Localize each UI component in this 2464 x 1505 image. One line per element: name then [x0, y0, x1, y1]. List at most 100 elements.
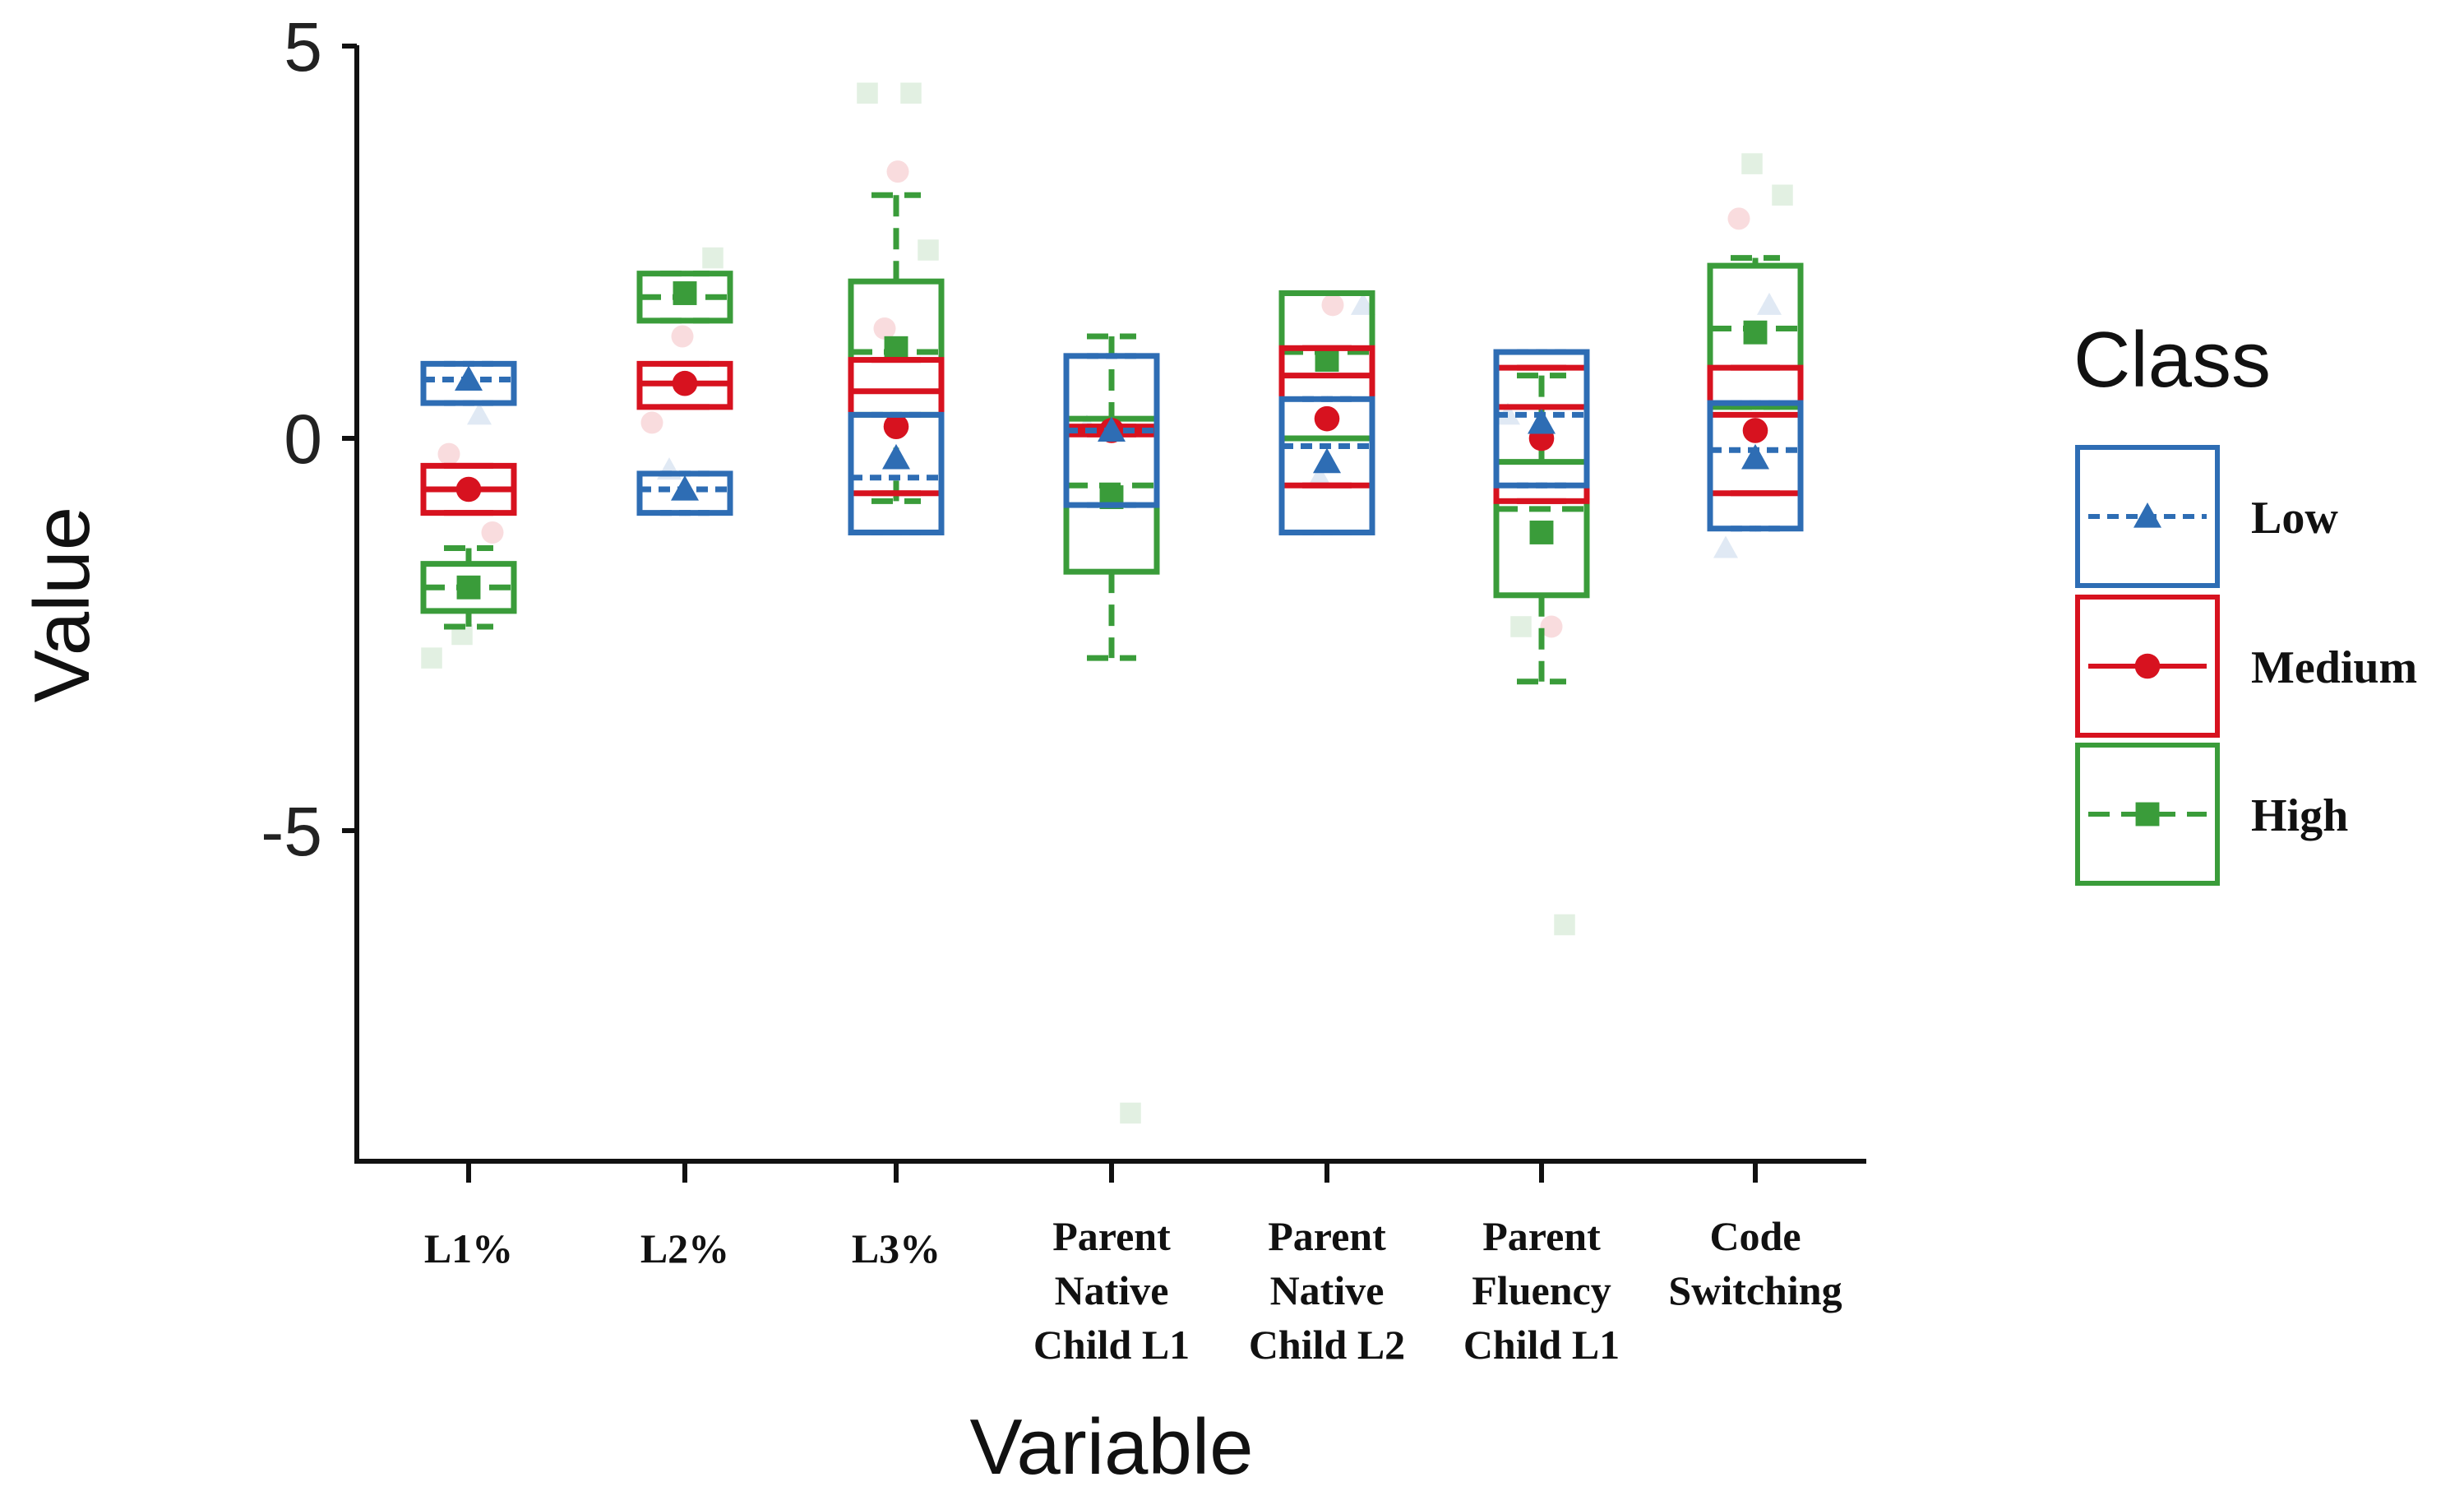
data-point: [900, 82, 922, 104]
legend: Class Low Medium High: [2073, 316, 2417, 886]
x-tick-label-line: Code: [1709, 1213, 1801, 1259]
box-medium: [420, 462, 517, 516]
mean-marker: [673, 281, 697, 305]
legend-title: Class: [2073, 316, 2271, 404]
box-medium: [1707, 364, 1804, 497]
y-tick-label: -5: [261, 793, 322, 870]
data-point: [1540, 615, 1563, 638]
mean-marker: [671, 475, 699, 501]
x-tick-label-line: Child L1: [1463, 1322, 1620, 1368]
jitter-points: [421, 82, 1793, 1124]
mean-marker: [456, 575, 481, 600]
x-tick-label-line: L2%: [640, 1225, 729, 1271]
data-point: [437, 442, 460, 465]
mean-marker: [1741, 443, 1769, 470]
data-point: [1741, 153, 1763, 174]
data-point: [421, 647, 442, 669]
legend-label: High: [2251, 790, 2348, 841]
x-tick-label: Parent Native Child L2: [1249, 1213, 1405, 1368]
axis-ticks: 5 0 -5 L1% L2% L3% Parent Native Child L1 Parent N…: [261, 8, 1842, 1368]
mean-marker: [1743, 320, 1768, 345]
x-tick-label: Code Switching: [1668, 1213, 1842, 1313]
box-body: [1707, 400, 1804, 532]
y-axis-title: Value: [18, 507, 106, 702]
data-point: [1510, 616, 1532, 637]
axes: Variable Value: [18, 45, 1866, 1491]
box-low: [1278, 396, 1375, 535]
box-body: [636, 470, 733, 516]
mean-marker: [1098, 416, 1126, 442]
box-high: [420, 545, 517, 630]
mean-marker: [882, 443, 910, 470]
box-body: [1493, 459, 1590, 599]
data-point: [1120, 1102, 1141, 1124]
data-point: [1321, 294, 1344, 317]
box-body: [848, 411, 945, 535]
data-point: [857, 82, 878, 104]
data-point: [640, 411, 663, 434]
x-tick-label: Parent Fluency Child L1: [1463, 1213, 1620, 1368]
data-point: [918, 239, 939, 261]
legend-marker: [2135, 802, 2160, 827]
data-point: [1772, 184, 1793, 206]
x-tick-label-line: L1%: [424, 1225, 513, 1271]
mean-marker: [455, 476, 482, 502]
box-medium: [1278, 345, 1375, 489]
mean-marker: [455, 365, 483, 391]
legend-key-low: [2075, 445, 2220, 588]
legend-label: Medium: [2251, 642, 2417, 693]
y-tick-label: 0: [284, 401, 322, 478]
data-point: [702, 247, 723, 269]
mean-marker: [1313, 447, 1341, 474]
box-high: [1707, 255, 1804, 410]
box-body: [1707, 262, 1804, 410]
data-point: [1307, 465, 1332, 488]
x-tick-label-line: L3%: [852, 1225, 941, 1271]
legend-marker: [2133, 502, 2161, 528]
box-medium: [636, 360, 733, 410]
box-low: [1493, 349, 1590, 489]
x-tick-label-line: Parent: [1052, 1213, 1171, 1259]
x-tick-label: L1%: [424, 1225, 513, 1271]
mean-marker: [1315, 348, 1339, 373]
data-point: [671, 325, 694, 348]
x-tick-label-line: Parent: [1482, 1213, 1601, 1259]
mean-marker: [672, 370, 698, 396]
box-low: [1707, 400, 1804, 532]
mean-marker: [883, 414, 909, 439]
data-point: [873, 317, 896, 340]
y-tick-label: 5: [284, 8, 322, 86]
box-low: [848, 411, 945, 535]
x-tick-label-line: Child L1: [1033, 1322, 1190, 1368]
x-tick-label-line: Native: [1055, 1267, 1169, 1313]
mean-marker: [1529, 521, 1554, 544]
data-point: [1727, 207, 1750, 230]
box-body: [1278, 396, 1375, 535]
mean-marker: [1528, 408, 1556, 434]
legend-marker: [2134, 653, 2161, 679]
box-low: [1063, 353, 1160, 508]
box-plots: [420, 192, 1804, 685]
x-tick-label: L2%: [640, 1225, 729, 1271]
box-body: [420, 360, 517, 406]
legend-label: Low: [2251, 493, 2338, 544]
x-tick-label-line: Switching: [1668, 1267, 1842, 1313]
data-point: [467, 402, 492, 425]
data-point: [1757, 292, 1782, 315]
box-high: [636, 271, 733, 324]
box-low: [636, 470, 733, 516]
mean-marker: [884, 336, 908, 360]
legend-key-medium: [2075, 595, 2220, 738]
box-high: [1063, 333, 1160, 661]
mean-marker: [1742, 418, 1768, 443]
mean-marker: [1314, 405, 1340, 432]
data-point: [1713, 535, 1738, 558]
x-tick-label: Parent Native Child L1: [1033, 1213, 1190, 1368]
x-tick-label-line: Parent: [1268, 1213, 1386, 1259]
box-body: [1493, 349, 1590, 489]
data-point: [481, 521, 504, 544]
x-tick-label-line: Fluency: [1472, 1267, 1611, 1313]
data-point: [886, 160, 909, 183]
x-axis-title: Variable: [969, 1403, 1253, 1491]
